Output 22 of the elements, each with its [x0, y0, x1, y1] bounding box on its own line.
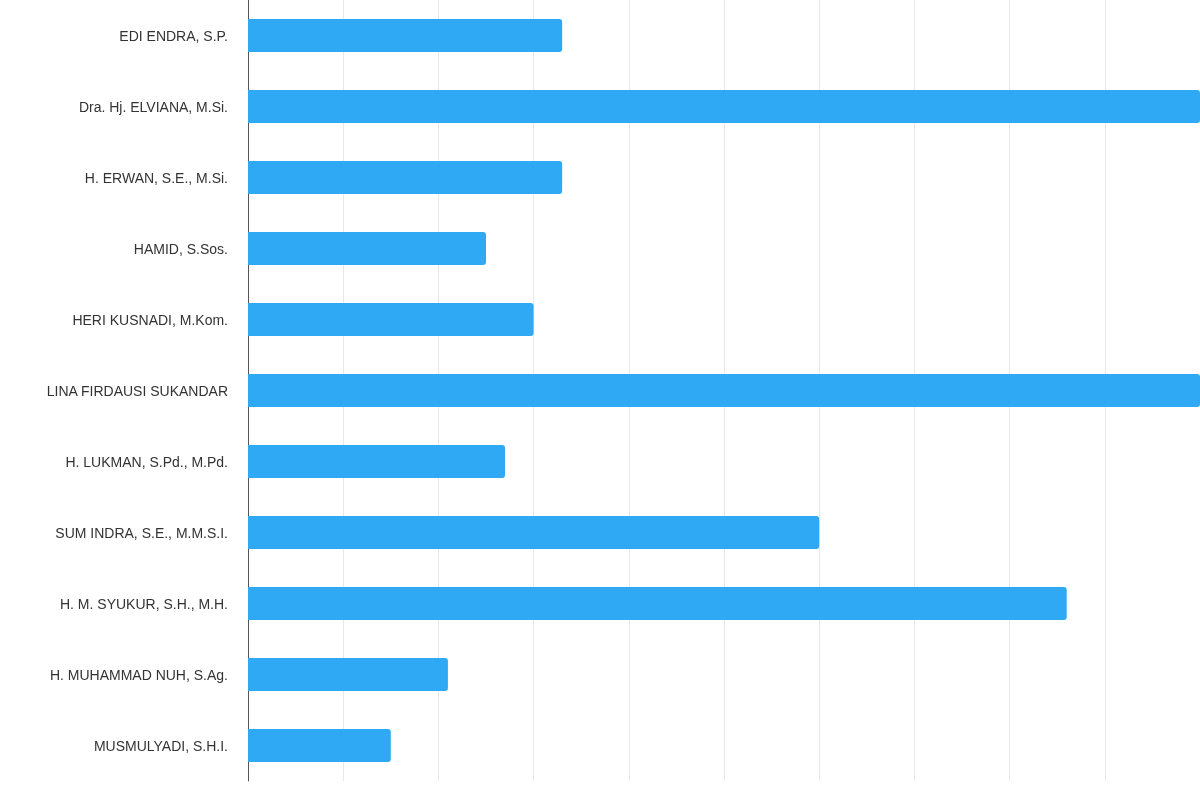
- bar: [248, 232, 486, 265]
- bar: [248, 161, 563, 194]
- y-tick-label: MUSMULYADI, S.H.I.: [93, 737, 228, 754]
- y-tick-label: H. ERWAN, S.E., M.Si.: [84, 169, 228, 186]
- y-tick-label: Dra. Hj. ELVIANA, M.Si.: [78, 98, 228, 115]
- y-tick-label: H. LUKMAN, S.Pd., M.Pd.: [65, 453, 228, 470]
- bar: [248, 729, 391, 762]
- bar: [248, 90, 1200, 123]
- y-tick-label: H. M. SYUKUR, S.H., M.H.: [59, 595, 228, 612]
- bar: [248, 445, 506, 478]
- y-tick-label: EDI ENDRA, S.P.: [119, 27, 228, 44]
- y-tick-label: H. MUHAMMAD NUH, S.Ag.: [49, 666, 228, 683]
- bar: [248, 19, 563, 52]
- y-tick-label: SUM INDRA, S.E., M.M.S.I.: [55, 524, 228, 541]
- bar: [248, 658, 448, 691]
- bar: [248, 587, 1067, 620]
- bar: [248, 303, 534, 336]
- y-tick-label: LINA FIRDAUSI SUKANDAR: [46, 382, 228, 399]
- y-tick-label: HAMID, S.Sos.: [133, 240, 228, 257]
- bar: [248, 374, 1200, 407]
- bar: [248, 516, 820, 549]
- y-tick-label: HERI KUSNADI, M.Kom.: [72, 311, 228, 328]
